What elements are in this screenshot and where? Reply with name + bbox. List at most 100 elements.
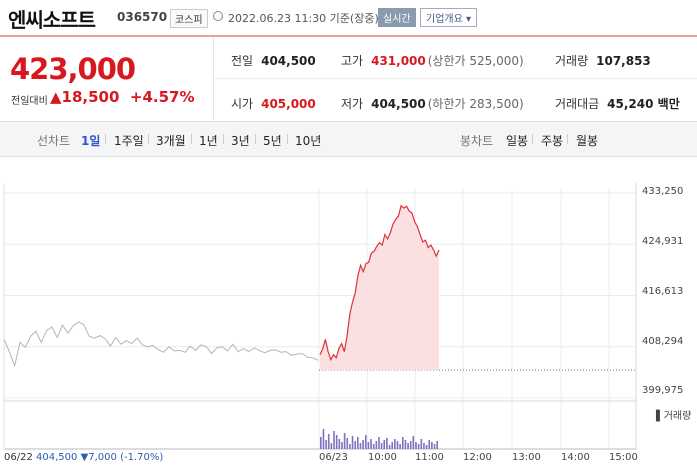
chart-grid (3, 183, 637, 450)
volume-bars (320, 429, 438, 449)
tab-5y[interactable]: 5년 (263, 134, 282, 148)
volume-bar (433, 444, 436, 449)
change-amount: ▲18,500 (50, 88, 120, 106)
volume-bar (372, 444, 375, 449)
prev-day-close: 404,500 (36, 452, 78, 463)
tab-10y[interactable]: 10년 (295, 134, 322, 148)
volume-bar (327, 434, 330, 449)
volume-bar (349, 444, 351, 449)
line-chart-label: 선차트 (37, 134, 71, 148)
market-badge: 코스피 (170, 9, 208, 28)
tab-separator (223, 134, 224, 144)
change-value: ▲18,500 +4.57% (50, 88, 194, 106)
x-tick-label: 13:00 (512, 452, 541, 463)
realtime-button[interactable]: 실시간 (378, 8, 416, 27)
tab-separator (532, 134, 533, 144)
volume-bar (391, 442, 393, 449)
volume-bar (346, 438, 349, 449)
volume-bar (335, 435, 338, 449)
series-line-today (319, 204, 440, 362)
company-info-dropdown[interactable]: 기업개요 ▾ (420, 8, 477, 27)
prev-day-date: 06/22 (4, 452, 33, 463)
volume-bar (354, 441, 356, 449)
volume-bar (436, 441, 438, 449)
y-tick-label: 416,613 (642, 286, 684, 297)
x-tick-label: 14:00 (561, 452, 590, 463)
volume-bar (383, 440, 386, 449)
x-tick-label: 12:00 (463, 452, 492, 463)
tab-separator (105, 134, 106, 144)
candle-chart-label: 봉차트 (460, 134, 494, 148)
volume-bar (431, 442, 433, 449)
volume-bar (364, 435, 367, 449)
tab-weekly[interactable]: 주봉 (541, 134, 564, 148)
quote-row-divider (214, 78, 697, 79)
volume-bar (380, 443, 383, 449)
y-tick-label: 424,931 (642, 236, 684, 247)
tab-1y[interactable]: 1년 (199, 134, 218, 148)
day-high: 고가 431,000 (상한가 525,000) (341, 54, 524, 68)
quote-datetime: 2022.06.23 11:30 기준(장중) (228, 12, 379, 25)
volume-bar (386, 438, 388, 449)
prev-day-change: ▼7,000 (80, 452, 117, 463)
volume-bar (412, 436, 415, 449)
y-tick-label: 399,975 (642, 385, 684, 396)
volume-bar (409, 441, 412, 449)
volume-bar (394, 439, 396, 449)
volume-bar (367, 442, 370, 449)
volume-bar (407, 443, 409, 449)
trade-amount: 거래대금 45,240 백만 (555, 97, 680, 111)
volume-bar (333, 431, 335, 449)
tab-3y[interactable]: 3년 (231, 134, 250, 148)
series-area-today (320, 205, 439, 371)
day-low: 저가 404,500 (하한가 283,500) (341, 97, 524, 111)
volume-bar (417, 444, 420, 449)
chart-marks (3, 204, 636, 371)
prev-day-summary: 06/22 404,500 ▼7,000 (-1.70%) (4, 452, 163, 463)
quote-divider (213, 37, 214, 120)
x-tick-label: 06/23 (319, 452, 348, 463)
tab-separator (148, 134, 149, 144)
volume-bar (375, 441, 378, 449)
volume-legend: ▌거래량 (656, 411, 692, 422)
tab-daily[interactable]: 일봉 (506, 134, 529, 148)
tab-separator (255, 134, 256, 144)
current-price: 423,000 (10, 52, 136, 86)
x-tick-label: 11:00 (415, 452, 444, 463)
volume-bar (420, 439, 423, 449)
volume-bar (330, 443, 333, 449)
price-chart (3, 183, 637, 450)
volume: 거래량 107,853 (555, 54, 651, 68)
clock-icon (213, 11, 223, 21)
series-line-prev-day (3, 321, 319, 368)
tab-separator (287, 134, 288, 144)
header-divider (0, 35, 697, 37)
prev-close: 전일 404,500 (231, 54, 316, 68)
volume-bar (341, 442, 343, 449)
change-label: 전일대비 (11, 96, 48, 107)
volume-bar (428, 440, 431, 449)
volume-bar (401, 437, 404, 449)
volume-bar (351, 436, 354, 449)
open-price: 시가 405,000 (231, 97, 316, 111)
volume-bar (415, 442, 417, 449)
volume-bar (362, 440, 364, 449)
tab-1w[interactable]: 1주일 (114, 134, 144, 148)
volume-bar (404, 440, 407, 449)
volume-bar (325, 440, 327, 449)
volume-bar (357, 437, 359, 449)
stock-code: 036570 (117, 10, 168, 24)
prev-day-pct: (-1.70%) (120, 452, 164, 463)
y-tick-label: 408,294 (642, 336, 684, 347)
tab-monthly[interactable]: 월봉 (576, 134, 599, 148)
volume-bar (320, 437, 322, 449)
stock-name: 엔씨소프트 (8, 8, 96, 32)
change-percent: +4.57% (129, 88, 195, 106)
volume-bar (359, 443, 362, 449)
tab-1d[interactable]: 1일 (81, 134, 101, 148)
volume-bar (338, 439, 341, 449)
volume-bar (396, 441, 399, 449)
volume-bar (378, 437, 380, 449)
tab-3m[interactable]: 3개월 (156, 134, 186, 148)
x-tick-label: 10:00 (368, 452, 397, 463)
